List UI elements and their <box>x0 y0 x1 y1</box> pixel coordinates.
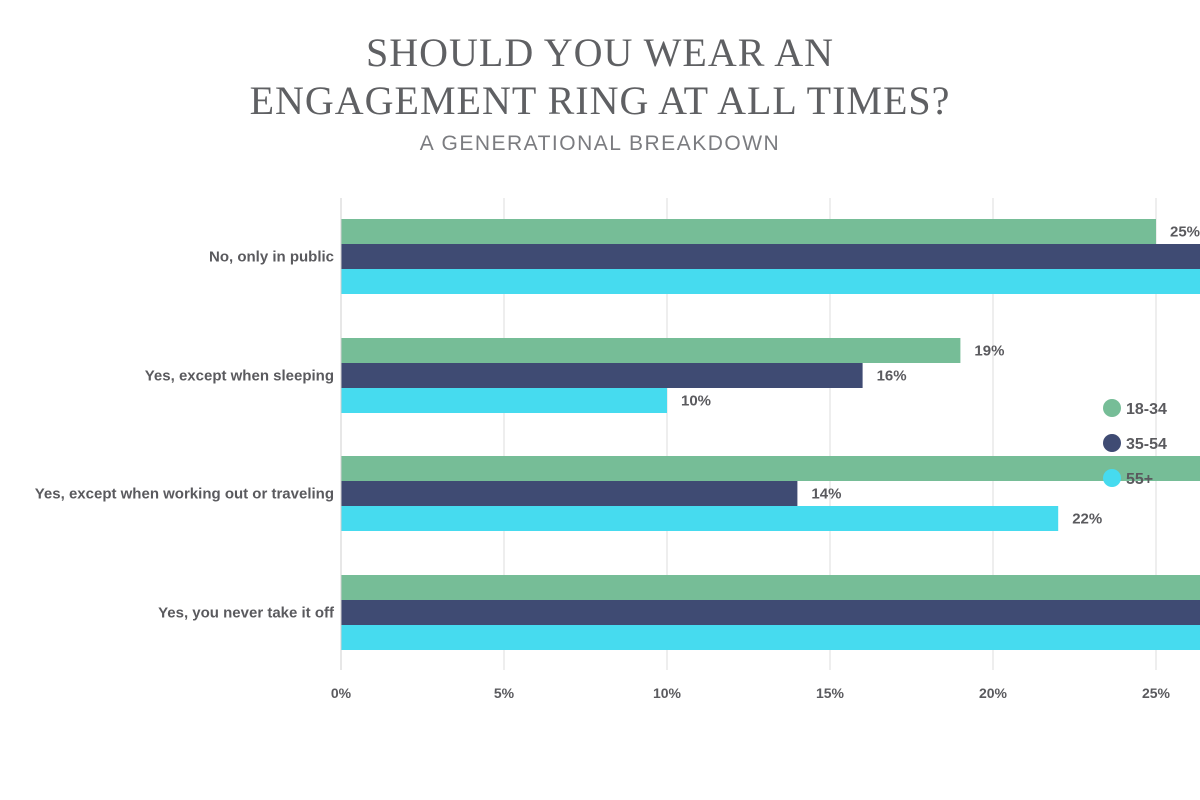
bar-value-label: 22% <box>1072 511 1102 528</box>
legend-swatch-55+ <box>1103 469 1121 487</box>
chart-subtitle: A GENERATIONAL BREAKDOWN <box>419 132 781 155</box>
chart-title-line-1: SHOULD YOU WEAR AN <box>366 30 834 75</box>
bar-18-34[interactable] <box>341 219 1156 244</box>
category-label: Yes, you never take it off <box>158 605 335 622</box>
x-tick-label: 20% <box>979 685 1008 701</box>
bar-55+[interactable] <box>341 506 1059 531</box>
x-tick-label: 0% <box>331 685 352 701</box>
x-tick-label: 10% <box>653 685 682 701</box>
bar-35-54[interactable] <box>341 481 798 506</box>
bar-35-54[interactable] <box>341 600 1200 625</box>
category-label: Yes, except when sleeping <box>145 368 334 385</box>
x-tick-label: 5% <box>494 685 515 701</box>
legend-swatch-18-34 <box>1103 399 1121 417</box>
bar-18-34[interactable] <box>341 338 961 363</box>
x-tick-label: 15% <box>816 685 845 701</box>
bar-35-54[interactable] <box>341 244 1200 269</box>
bar-value-label: 16% <box>877 368 907 385</box>
bar-value-label: 19% <box>974 343 1004 360</box>
category-label: No, only in public <box>209 249 334 266</box>
bar-18-34[interactable] <box>341 456 1200 481</box>
category-label: Yes, except when working out or travelin… <box>35 486 334 503</box>
legend-swatch-35-54 <box>1103 434 1121 452</box>
bar-value-label: 14% <box>811 486 841 503</box>
bar-value-label: 25% <box>1170 224 1200 241</box>
x-tick-label: 25% <box>1142 685 1171 701</box>
legend-label: 18-34 <box>1126 401 1167 418</box>
bar-18-34[interactable] <box>341 575 1200 600</box>
bar-55+[interactable] <box>341 269 1200 294</box>
chart-title-line-2: ENGAGEMENT RING AT ALL TIMES? <box>249 78 951 123</box>
bar-55+[interactable] <box>341 625 1200 650</box>
bar-value-label: 10% <box>681 393 711 410</box>
bar-55+[interactable] <box>341 388 667 413</box>
legend-label: 35-54 <box>1126 436 1167 453</box>
legend-label: 55+ <box>1126 471 1153 488</box>
bar-35-54[interactable] <box>341 363 863 388</box>
